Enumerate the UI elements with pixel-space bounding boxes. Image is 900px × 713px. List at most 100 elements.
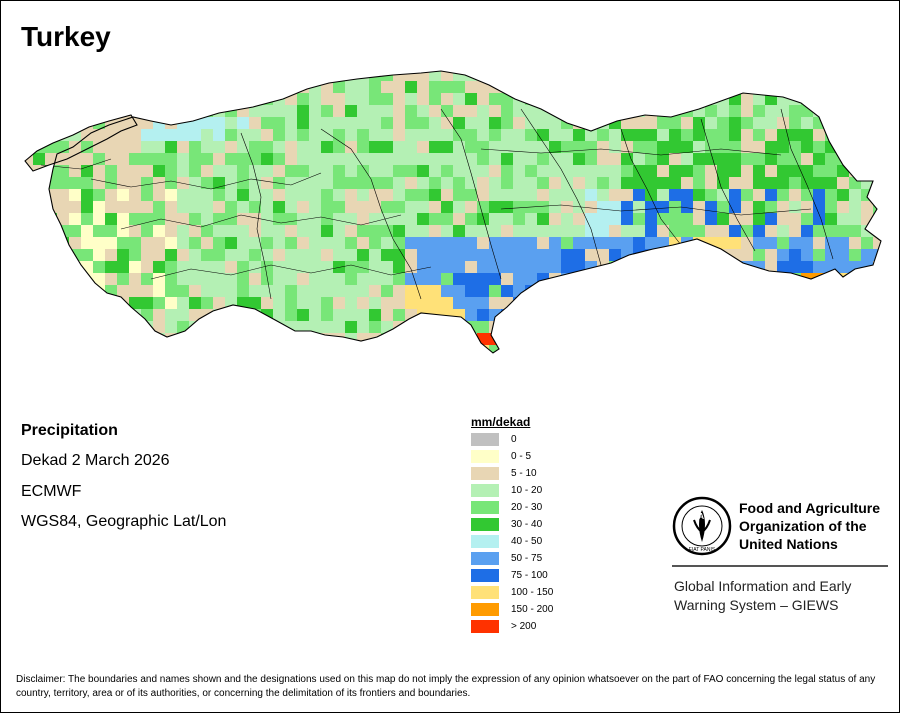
raster-cell xyxy=(645,81,657,93)
raster-cell xyxy=(861,71,873,81)
raster-cell xyxy=(417,129,429,141)
raster-cell xyxy=(837,177,849,189)
raster-cell xyxy=(717,357,729,359)
raster-cell xyxy=(861,285,873,297)
raster-cell xyxy=(453,201,465,213)
raster-cell xyxy=(717,309,729,321)
raster-cell xyxy=(285,249,297,261)
disclaimer-text: Disclaimer: The boundaries and names sho… xyxy=(16,674,876,699)
raster-cell xyxy=(333,321,345,333)
raster-cell xyxy=(357,345,369,353)
raster-cell xyxy=(873,81,881,93)
raster-cell xyxy=(225,189,237,201)
raster-cell xyxy=(489,285,501,297)
raster-cell xyxy=(753,153,765,165)
raster-cell xyxy=(873,333,881,345)
raster-cell xyxy=(477,273,489,285)
raster-cell xyxy=(609,357,621,359)
raster-cell xyxy=(681,297,693,309)
raster-cell xyxy=(237,249,249,261)
raster-cell xyxy=(693,345,705,353)
raster-cell xyxy=(285,213,297,225)
raster-cell xyxy=(165,321,177,333)
raster-cell xyxy=(165,165,177,177)
raster-cell xyxy=(273,249,285,261)
raster-cell xyxy=(873,345,881,353)
raster-cell xyxy=(33,309,45,321)
raster-cell xyxy=(813,345,825,353)
raster-cell xyxy=(237,177,249,189)
raster-cell xyxy=(141,309,153,321)
raster-cell xyxy=(213,201,225,213)
raster-cell xyxy=(57,93,69,105)
raster-cell xyxy=(549,237,561,249)
raster-cell xyxy=(297,345,309,353)
raster-cell xyxy=(681,141,693,153)
raster-cell xyxy=(741,117,753,129)
raster-cell xyxy=(777,273,789,285)
raster-cell xyxy=(33,261,45,273)
raster-cell xyxy=(129,81,141,93)
raster-cell xyxy=(57,357,69,359)
raster-cell xyxy=(345,189,357,201)
raster-cell xyxy=(681,81,693,93)
raster-cell xyxy=(25,177,33,189)
raster-cell xyxy=(213,153,225,165)
raster-cell xyxy=(861,201,873,213)
raster-cell xyxy=(525,81,537,93)
raster-cell xyxy=(765,345,777,353)
raster-cell xyxy=(273,285,285,297)
raster-cell xyxy=(741,213,753,225)
raster-cell xyxy=(69,213,81,225)
raster-cell xyxy=(729,321,741,333)
raster-cell xyxy=(465,81,477,93)
raster-cell xyxy=(225,285,237,297)
raster-cell xyxy=(345,117,357,129)
raster-cell xyxy=(369,189,381,201)
raster-cell xyxy=(357,189,369,201)
raster-cell xyxy=(693,93,705,105)
raster-cell xyxy=(45,345,57,353)
raster-cell xyxy=(453,93,465,105)
raster-cell xyxy=(201,333,213,345)
raster-cell xyxy=(165,153,177,165)
raster-cell xyxy=(765,71,777,81)
raster-cell xyxy=(465,177,477,189)
raster-cell xyxy=(261,177,273,189)
raster-cell xyxy=(213,321,225,333)
raster-cell xyxy=(537,81,549,93)
raster-cell xyxy=(69,273,81,285)
raster-cell xyxy=(213,93,225,105)
divider xyxy=(672,565,888,567)
raster-cell xyxy=(609,285,621,297)
raster-cell xyxy=(837,165,849,177)
raster-cell xyxy=(213,273,225,285)
raster-cell xyxy=(285,357,297,359)
raster-cell xyxy=(657,165,669,177)
raster-cell xyxy=(633,165,645,177)
raster-cell xyxy=(669,141,681,153)
raster-cell xyxy=(741,177,753,189)
raster-cell xyxy=(441,105,453,117)
raster-cell xyxy=(693,333,705,345)
legend-label: 30 - 40 xyxy=(511,519,543,530)
raster-cell xyxy=(777,81,789,93)
raster-cell xyxy=(789,273,801,285)
raster-cell xyxy=(69,177,81,189)
raster-cell xyxy=(345,153,357,165)
raster-cell xyxy=(45,321,57,333)
province-boundaries xyxy=(40,108,834,300)
raster-cell xyxy=(453,321,465,333)
raster-cell xyxy=(57,237,69,249)
legend-swatch xyxy=(471,569,499,582)
raster-cell xyxy=(741,153,753,165)
raster-cell xyxy=(561,297,573,309)
raster-cell xyxy=(129,357,141,359)
raster-cell xyxy=(57,297,69,309)
raster-cell xyxy=(153,309,165,321)
raster-cell xyxy=(45,273,57,285)
raster-cell xyxy=(465,117,477,129)
raster-cell xyxy=(525,321,537,333)
raster-cell xyxy=(525,225,537,237)
raster-cell xyxy=(213,237,225,249)
